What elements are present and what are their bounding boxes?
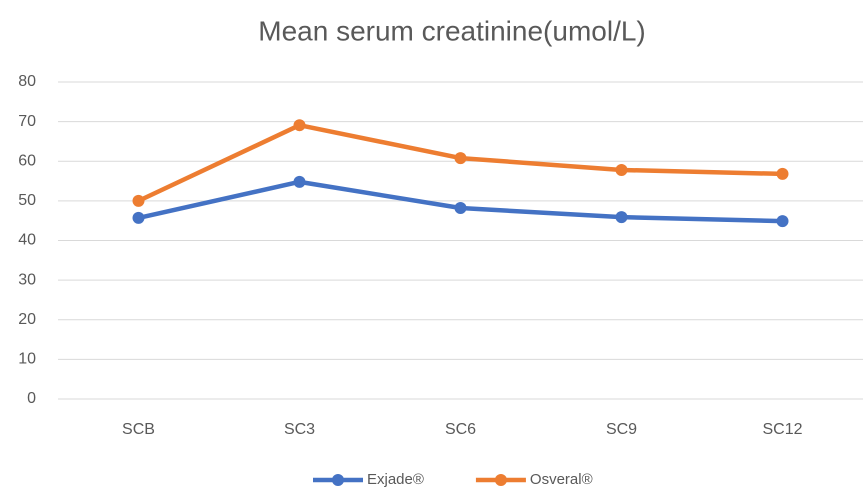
data-point xyxy=(615,163,628,176)
data-point xyxy=(454,202,467,215)
y-tick-label: 60 xyxy=(18,152,36,169)
x-tick-label: SC3 xyxy=(284,421,315,438)
y-tick-label: 80 xyxy=(18,73,36,90)
y-tick-label: 0 xyxy=(27,390,36,407)
legend-label: Exjade® xyxy=(367,471,424,488)
x-tick-label: SCB xyxy=(122,421,155,438)
data-point xyxy=(293,119,306,132)
y-tick-label: 10 xyxy=(18,351,36,368)
data-point xyxy=(293,175,306,188)
data-point xyxy=(132,211,145,224)
data-point xyxy=(776,215,789,228)
series-line xyxy=(138,179,783,224)
chart-title: Mean serum creatinine(umol/L) xyxy=(258,15,646,46)
x-tick-label: SC12 xyxy=(762,421,802,438)
x-tick-label: SC9 xyxy=(606,421,637,438)
data-point xyxy=(132,194,145,207)
data-point xyxy=(454,152,467,165)
y-tick-label: 50 xyxy=(18,192,36,209)
x-tick-label: SC6 xyxy=(445,421,476,438)
legend-label: Osveral® xyxy=(530,471,593,488)
legend-marker xyxy=(332,474,344,486)
y-tick-label: 70 xyxy=(18,113,36,130)
data-point xyxy=(776,167,789,180)
y-tick-label: 40 xyxy=(18,232,36,249)
data-point xyxy=(615,211,628,224)
legend-marker xyxy=(494,474,507,486)
y-tick-label: 30 xyxy=(18,271,36,288)
y-tick-label: 20 xyxy=(18,311,36,328)
